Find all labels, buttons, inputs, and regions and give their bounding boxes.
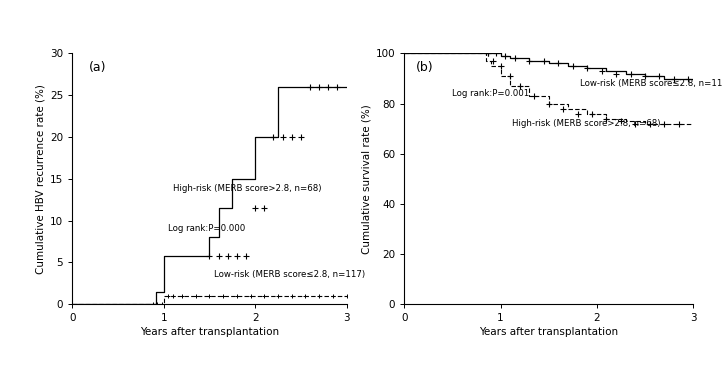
Text: Log rank:P=0.000: Log rank:P=0.000: [168, 224, 245, 232]
X-axis label: Years after transplantation: Years after transplantation: [140, 327, 279, 337]
Text: Medscape: Medscape: [6, 12, 84, 26]
Text: High-risk (MERB score>2.8, n=68): High-risk (MERB score>2.8, n=68): [512, 119, 661, 128]
Text: (a): (a): [89, 61, 106, 74]
Y-axis label: Cumulative HBV recurrence rate (%): Cumulative HBV recurrence rate (%): [36, 84, 45, 274]
Text: Low-risk (MERB score≤2.8, n=117): Low-risk (MERB score≤2.8, n=117): [214, 270, 365, 279]
Text: (b): (b): [416, 61, 433, 74]
Text: High-risk (MERB score>2.8, n=68): High-risk (MERB score>2.8, n=68): [173, 184, 321, 193]
X-axis label: Years after transplantation: Years after transplantation: [479, 327, 618, 337]
Text: Log rank:P=0.001: Log rank:P=0.001: [453, 89, 530, 98]
Text: Source: Liver Int © 2012 Blackwell Publishing: Source: Liver Int © 2012 Blackwell Publi…: [477, 350, 715, 360]
Text: Low-risk (MERB score≤2.8, n=117): Low-risk (MERB score≤2.8, n=117): [580, 79, 722, 88]
Y-axis label: Cumulative survival rate (%): Cumulative survival rate (%): [362, 104, 372, 254]
